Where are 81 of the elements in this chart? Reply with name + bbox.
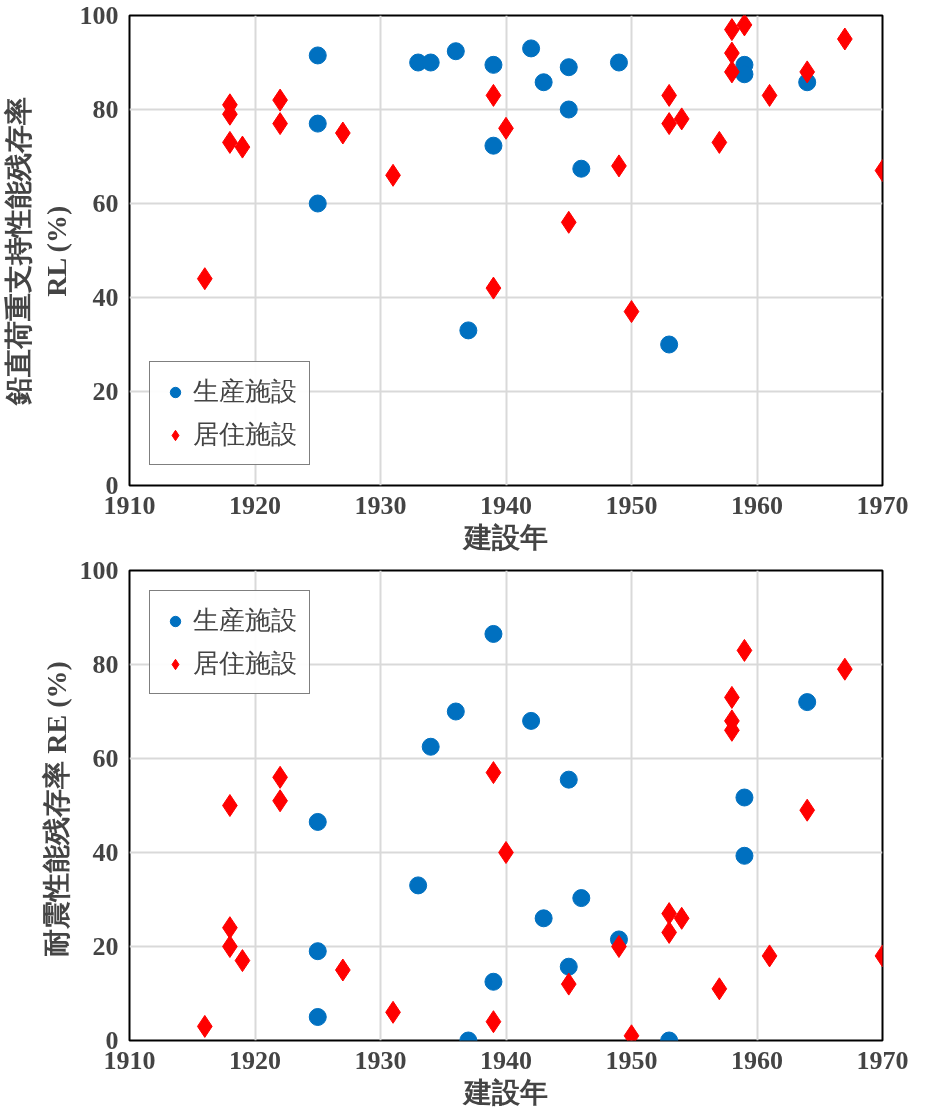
point bbox=[522, 711, 541, 730]
point bbox=[560, 972, 577, 996]
point bbox=[572, 159, 591, 178]
legend-label: 居住施設 bbox=[193, 647, 297, 680]
point bbox=[534, 73, 553, 92]
point bbox=[446, 42, 465, 61]
y-tick-label: 40 bbox=[92, 283, 119, 312]
y-tick-label: 100 bbox=[79, 1, 119, 30]
legend-label: 生産施設 bbox=[193, 604, 297, 637]
point bbox=[484, 136, 503, 155]
x-tick-label: 1920 bbox=[229, 490, 281, 520]
x-tick-label: 1930 bbox=[354, 1045, 407, 1075]
point bbox=[234, 135, 251, 159]
point bbox=[799, 798, 816, 822]
point bbox=[736, 638, 753, 662]
y-tick-label: 100 bbox=[79, 556, 119, 585]
x-axis-title: 建設年 bbox=[462, 521, 548, 553]
point bbox=[673, 906, 690, 930]
point bbox=[308, 942, 327, 961]
point bbox=[485, 761, 502, 785]
point bbox=[308, 194, 327, 213]
point bbox=[736, 15, 753, 37]
point bbox=[609, 53, 628, 72]
x-tick-label: 1970 bbox=[856, 1045, 909, 1075]
point bbox=[559, 770, 578, 789]
x-tick-label: 1930 bbox=[354, 490, 407, 520]
point bbox=[522, 39, 541, 58]
point bbox=[484, 624, 503, 643]
point bbox=[308, 1008, 327, 1026]
y-axis-title: 耐震性能残存率 RE (%) bbox=[40, 661, 72, 957]
legend-label: 居住施設 bbox=[193, 418, 297, 451]
point bbox=[798, 693, 817, 712]
point bbox=[484, 55, 503, 74]
x-tick-label: 1960 bbox=[731, 1045, 783, 1075]
point bbox=[711, 977, 728, 1001]
point bbox=[799, 60, 816, 84]
point bbox=[560, 210, 577, 234]
y-tick-label: 60 bbox=[92, 189, 119, 218]
point bbox=[485, 276, 502, 300]
point bbox=[409, 876, 428, 895]
point bbox=[673, 107, 690, 131]
y-tick-label: 80 bbox=[92, 95, 119, 124]
point bbox=[559, 58, 578, 77]
point bbox=[761, 944, 778, 968]
x-tick-label: 1970 bbox=[856, 490, 909, 520]
point bbox=[308, 812, 327, 831]
x-tick-label: 1940 bbox=[480, 1045, 532, 1075]
point bbox=[572, 889, 591, 908]
point bbox=[534, 909, 553, 928]
x-tick-label: 1960 bbox=[731, 490, 783, 520]
point bbox=[459, 321, 478, 340]
point bbox=[559, 957, 578, 976]
point bbox=[196, 1014, 213, 1038]
y-axis-title: 鉛直荷重支持性能残存率 RL (%) bbox=[3, 96, 72, 406]
y-tick-label: 20 bbox=[92, 377, 119, 406]
x-tick-label: 1940 bbox=[480, 490, 532, 520]
y-tick-label: 60 bbox=[92, 744, 119, 773]
x-tick-label: 1920 bbox=[229, 1045, 281, 1075]
point bbox=[484, 972, 503, 991]
x-axis-title: 建設年 bbox=[462, 1076, 548, 1108]
point bbox=[660, 335, 679, 354]
point bbox=[623, 300, 640, 324]
point bbox=[446, 702, 465, 721]
point bbox=[485, 1010, 502, 1034]
x-tick-label: 1950 bbox=[605, 1045, 658, 1075]
point bbox=[735, 788, 754, 807]
point bbox=[234, 949, 251, 973]
x-tick-label: 1950 bbox=[605, 490, 658, 520]
legend-label: 生産施設 bbox=[193, 375, 297, 408]
y-tick-label: 40 bbox=[92, 838, 119, 867]
point bbox=[421, 737, 440, 756]
point bbox=[559, 100, 578, 119]
y-tick-label: 80 bbox=[92, 650, 119, 679]
point bbox=[196, 267, 213, 291]
point bbox=[308, 114, 327, 133]
point bbox=[735, 846, 754, 865]
point bbox=[485, 83, 502, 107]
y-tick-label: 20 bbox=[92, 932, 119, 961]
point bbox=[711, 130, 728, 154]
point bbox=[761, 83, 778, 107]
point bbox=[308, 46, 327, 65]
